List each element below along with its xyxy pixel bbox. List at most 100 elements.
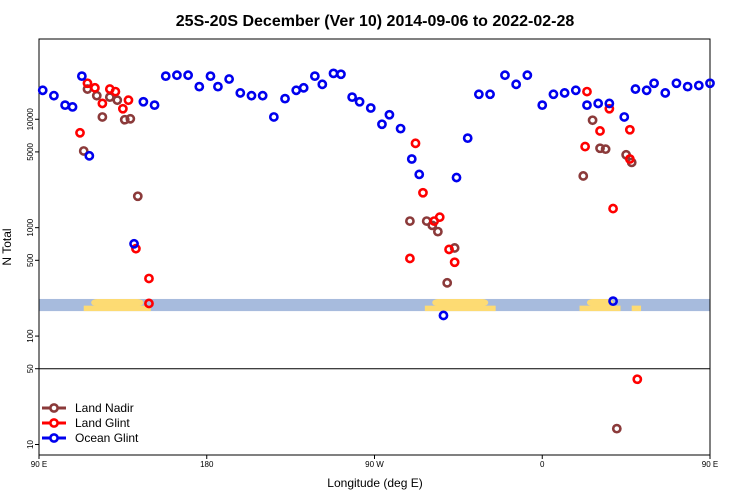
data-point (246, 90, 257, 101)
data-point (76, 71, 87, 82)
data-point (522, 70, 533, 81)
chart-title: 25S-20S December (Ver 10) 2014-09-06 to … (176, 13, 575, 30)
y-axis-label: N Total (0, 228, 14, 265)
data-point (593, 98, 604, 109)
data-point (183, 70, 194, 81)
data-point (112, 95, 123, 106)
legend-label: Ocean Glint (75, 431, 139, 445)
data-point (149, 100, 160, 111)
data-point (442, 277, 453, 288)
series-land-nadir (78, 84, 637, 434)
data-point (347, 92, 358, 103)
data-point (268, 112, 279, 122)
y-tick-label: 1000 (26, 218, 35, 236)
data-point (604, 98, 615, 109)
data-point (608, 296, 618, 307)
x-tick-label: 90 W (365, 460, 384, 469)
data-point (317, 79, 328, 90)
land-region (631, 305, 642, 312)
data-point (97, 112, 108, 122)
data-point (604, 103, 615, 114)
data-point (160, 71, 171, 82)
data-point (414, 169, 425, 180)
data-point (365, 103, 376, 113)
data-point (224, 74, 235, 84)
data-point (438, 310, 449, 321)
legend-item: Land Nadir (42, 401, 134, 415)
data-point (570, 85, 581, 96)
map-strip (39, 298, 710, 312)
data-point (82, 78, 93, 89)
data-point (580, 141, 591, 152)
data-point (600, 144, 611, 155)
data-point (37, 85, 48, 96)
data-point (595, 143, 605, 154)
data-point (434, 212, 445, 223)
data-point (132, 191, 143, 202)
data-point (49, 90, 59, 101)
legend-marker (49, 418, 59, 428)
data-point (354, 96, 365, 107)
data-point (377, 119, 387, 130)
data-point (75, 127, 85, 138)
x-tick-label: 180 (200, 460, 214, 469)
land-region (586, 298, 614, 307)
data-point (257, 90, 268, 101)
data-point (131, 243, 141, 254)
land-region (424, 305, 496, 312)
y-tick-label: 50 (26, 364, 35, 373)
data-point (582, 86, 592, 97)
data-point (205, 71, 216, 82)
data-point (595, 126, 605, 136)
data-point (328, 68, 339, 79)
data-point (129, 238, 139, 249)
data-point (432, 226, 443, 237)
y-axis: 10 50 100 500 1000 5000 10000 (26, 108, 39, 449)
data-point (578, 171, 589, 181)
data-point (511, 79, 522, 90)
data-point (194, 81, 205, 92)
data-point (405, 216, 415, 226)
data-point (624, 124, 635, 135)
data-point (418, 187, 428, 198)
data-point (619, 112, 630, 122)
data-point (705, 78, 715, 89)
data-point (406, 154, 417, 164)
y-tick-label: 10 (26, 439, 35, 448)
data-point (410, 138, 421, 149)
data-point (123, 95, 134, 106)
legend-item: Ocean Glint (42, 431, 139, 445)
data-point (682, 81, 693, 92)
data-point (587, 115, 598, 126)
data-point (60, 100, 70, 111)
legend-marker (49, 403, 59, 413)
x-tick-label: 90 E (31, 460, 47, 469)
data-point (336, 69, 346, 80)
data-point (78, 146, 89, 156)
data-point (91, 90, 102, 101)
data-point (500, 70, 510, 81)
data-point (641, 85, 652, 96)
land-region (91, 298, 144, 307)
data-point (485, 89, 495, 100)
data-point (405, 253, 415, 264)
data-point (449, 257, 460, 268)
y-tick-label: 100 (26, 329, 35, 343)
data-point (90, 82, 100, 93)
data-point (582, 100, 592, 111)
x-tick-label: 90 E (702, 460, 718, 469)
data-point (671, 78, 682, 89)
series-land-glint (75, 78, 643, 385)
y-tick-label: 5000 (26, 142, 35, 160)
data-point (67, 102, 78, 112)
data-point (144, 273, 154, 284)
data-point (693, 80, 704, 91)
data-point (462, 133, 473, 144)
land-region (432, 298, 489, 307)
data-point (548, 89, 559, 100)
data-point (172, 70, 182, 81)
legend-label: Land Nadir (75, 401, 134, 415)
data-point (630, 84, 641, 94)
